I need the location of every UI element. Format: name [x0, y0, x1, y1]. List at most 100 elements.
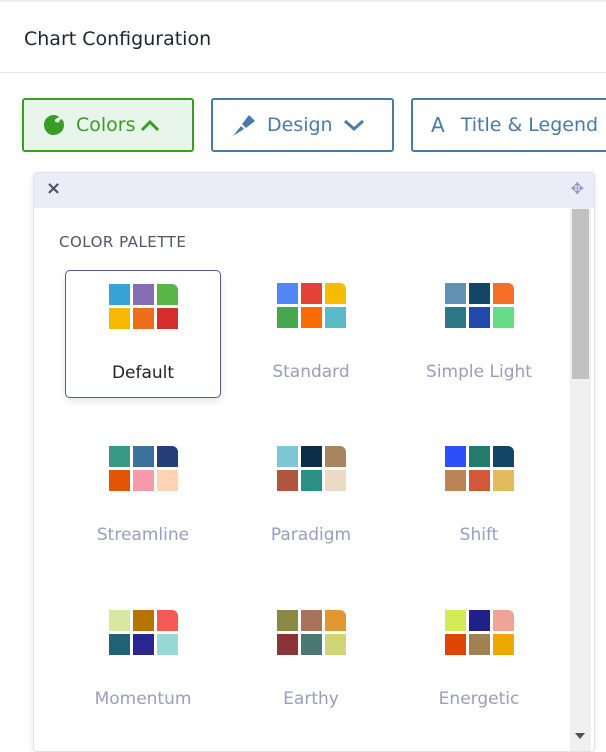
page-title: Chart Configuration	[24, 28, 212, 50]
swatch-color	[324, 470, 346, 491]
swatch-color	[300, 634, 322, 655]
top-border	[0, 0, 606, 2]
swatch-color	[132, 634, 154, 655]
swatch-color	[108, 446, 130, 467]
tab-design[interactable]: Design	[211, 98, 394, 152]
swatch-color	[492, 446, 514, 467]
palette-label: Default	[111, 363, 175, 383]
chevron-down-icon	[343, 119, 364, 132]
swatch-color	[468, 283, 490, 304]
palette-icon	[44, 115, 64, 135]
palette-option-standard[interactable]: Standard	[233, 270, 389, 398]
swatch-color	[156, 610, 178, 631]
palette-swatch-icon	[108, 610, 178, 655]
swatch-color	[108, 610, 130, 631]
palette-label: Paradigm	[270, 525, 352, 545]
palette-label: Shift	[459, 525, 499, 545]
swatch-color	[108, 470, 130, 491]
swatch-color	[132, 284, 154, 305]
swatch-color	[444, 283, 466, 304]
palette-option-energetic[interactable]: Energetic	[401, 597, 557, 725]
swatch-color	[324, 283, 346, 304]
palette-option-simple-light[interactable]: Simple Light	[401, 270, 557, 398]
swatch-color	[444, 446, 466, 467]
tab-label: Title & Legend	[460, 114, 599, 136]
letter-a-icon: A	[431, 113, 445, 137]
swatch-color	[156, 446, 178, 467]
swatch-color	[156, 308, 178, 329]
divider	[0, 72, 606, 73]
swatch-color	[444, 470, 466, 491]
swatch-color	[300, 283, 322, 304]
swatch-color	[492, 283, 514, 304]
tab-label: Colors	[76, 114, 136, 136]
swatch-color	[276, 610, 298, 631]
swatch-color	[156, 470, 178, 491]
swatch-color	[132, 308, 154, 329]
swatch-color	[276, 307, 298, 328]
palette-label: Streamline	[96, 525, 190, 545]
chevron-up-icon	[140, 119, 159, 132]
swatch-color	[132, 446, 154, 467]
swatch-color	[108, 284, 130, 305]
swatch-color	[468, 446, 490, 467]
swatch-color	[156, 634, 178, 655]
swatch-color	[492, 634, 514, 655]
swatch-color	[108, 308, 130, 329]
swatch-color	[276, 446, 298, 467]
palette-swatch-icon	[276, 283, 346, 328]
tab-label: Design	[267, 114, 333, 136]
swatch-color	[132, 470, 154, 491]
swatch-color	[468, 307, 490, 328]
palette-swatch-icon	[444, 283, 514, 328]
palette-swatch-icon	[444, 610, 514, 655]
color-palette-popup: × ✥ COLOR PALETTE Default Standard Simple …	[33, 172, 595, 752]
palette-label: Simple Light	[426, 362, 532, 382]
palette-label: Earthy	[283, 689, 339, 709]
swatch-color	[492, 470, 514, 491]
swatch-color	[276, 470, 298, 491]
paintbrush-icon	[233, 115, 255, 136]
swatch-color	[492, 307, 514, 328]
close-icon[interactable]: ×	[46, 178, 62, 199]
palette-option-shift[interactable]: Shift	[401, 433, 557, 561]
move-icon[interactable]: ✥	[570, 179, 584, 198]
swatch-color	[300, 446, 322, 467]
palette-option-default[interactable]: Default	[65, 270, 221, 398]
swatch-color	[276, 634, 298, 655]
swatch-color	[156, 284, 178, 305]
swatch-color	[444, 634, 466, 655]
swatch-color	[444, 610, 466, 631]
palette-swatch-icon	[276, 610, 346, 655]
palette-label: Standard	[272, 362, 350, 382]
swatch-color	[324, 307, 346, 328]
palette-option-earthy[interactable]: Earthy	[233, 597, 389, 725]
swatch-color	[444, 307, 466, 328]
swatch-color	[108, 634, 130, 655]
swatch-color	[132, 610, 154, 631]
swatch-color	[324, 446, 346, 467]
swatch-color	[276, 283, 298, 304]
swatch-color	[468, 470, 490, 491]
swatch-color	[300, 307, 322, 328]
scroll-down-icon[interactable]	[575, 733, 585, 739]
scrollbar-thumb[interactable]	[572, 209, 589, 379]
swatch-color	[492, 610, 514, 631]
palette-swatch-icon	[108, 446, 178, 491]
palette-swatch-icon	[444, 446, 514, 491]
palette-label: Energetic	[438, 689, 520, 709]
tab-title-legend[interactable]: A Title & Legend	[411, 98, 606, 152]
section-title: COLOR PALETTE	[59, 233, 187, 251]
swatch-color	[300, 610, 322, 631]
swatch-color	[324, 610, 346, 631]
scrollbar[interactable]	[570, 208, 591, 751]
popup-header[interactable]: × ✥	[34, 173, 594, 208]
swatch-color	[300, 470, 322, 491]
swatch-color	[324, 634, 346, 655]
tab-colors[interactable]: Colors	[22, 98, 194, 152]
swatch-color	[468, 610, 490, 631]
palette-swatch-icon	[276, 446, 346, 491]
palette-option-paradigm[interactable]: Paradigm	[233, 433, 389, 561]
palette-option-streamline[interactable]: Streamline	[65, 433, 221, 561]
palette-option-momentum[interactable]: Momentum	[65, 597, 221, 725]
